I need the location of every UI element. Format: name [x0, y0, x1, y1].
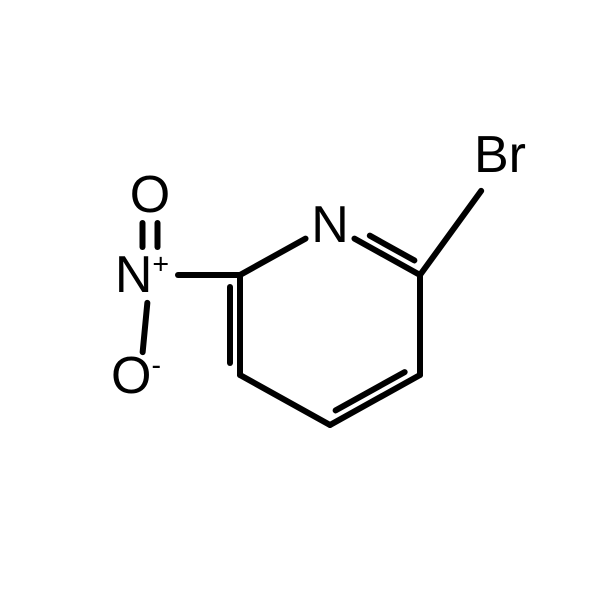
- bond-layer: [0, 0, 600, 600]
- molecule-diagram: N Br N+ O O-: [0, 0, 600, 600]
- atom-N1: N: [311, 199, 349, 251]
- atom-O2: O-: [111, 350, 161, 402]
- atom-Nx: N+: [115, 249, 169, 301]
- atom-O1: O: [130, 169, 170, 221]
- atom-Br: Br: [474, 129, 526, 181]
